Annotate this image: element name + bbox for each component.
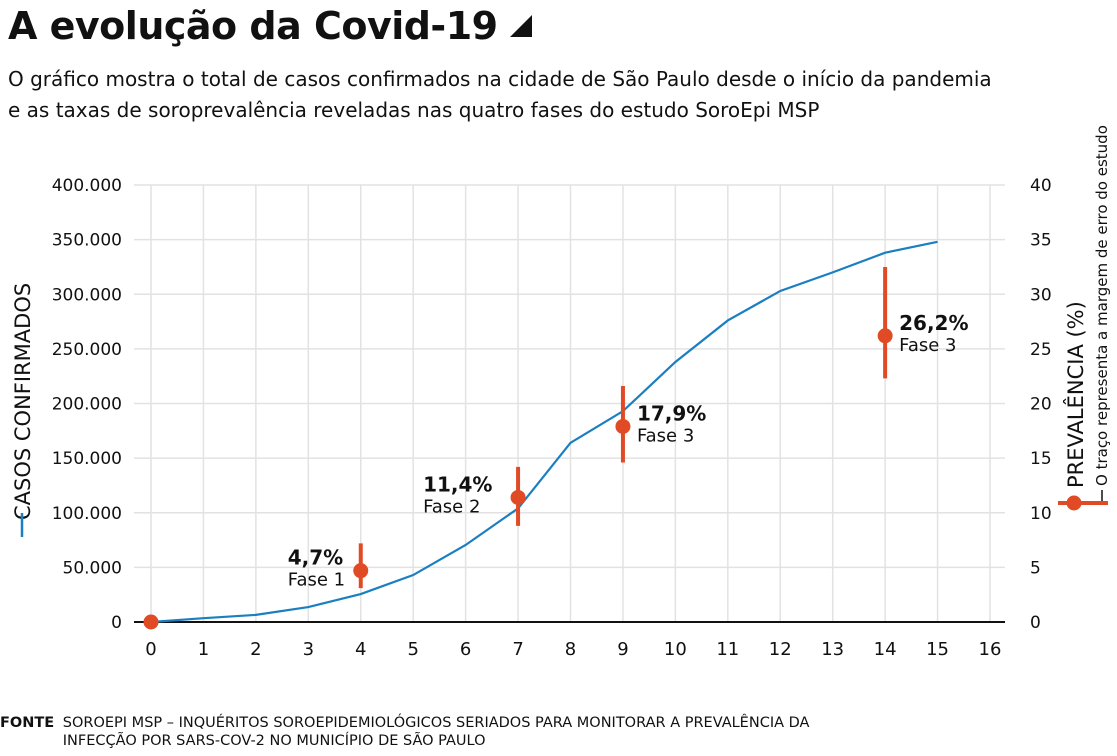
y2-tick-label: 25 bbox=[1030, 340, 1052, 360]
y-tick-label: 50.000 bbox=[63, 558, 122, 578]
x-tick-label: 0 bbox=[145, 639, 156, 660]
x-tick-label: 10 bbox=[664, 639, 687, 660]
y-tick-label: 150.000 bbox=[52, 449, 122, 469]
y2-tick-label: 0 bbox=[1030, 613, 1041, 633]
data-label: 26,2% bbox=[899, 311, 968, 335]
y-tick-label: 100.000 bbox=[52, 504, 122, 524]
phase-label: Fase 3 bbox=[637, 425, 694, 446]
y2-tick-label: 40 bbox=[1030, 176, 1052, 196]
x-tick-label: 12 bbox=[769, 639, 792, 660]
y2-tick-label: 5 bbox=[1030, 558, 1041, 578]
prevalence-point bbox=[353, 563, 369, 579]
x-tick-label: 2 bbox=[250, 639, 261, 660]
x-tick-label: 15 bbox=[926, 639, 949, 660]
prevalence-point bbox=[615, 418, 631, 434]
chart-subtitle: O gráfico mostra o total de casos confir… bbox=[8, 67, 992, 122]
y-tick-label: 300.000 bbox=[52, 285, 122, 305]
data-label: 4,7% bbox=[288, 546, 343, 570]
x-tick-label: 8 bbox=[565, 639, 576, 660]
y-tick-label: 250.000 bbox=[52, 340, 122, 360]
x-tick-label: 4 bbox=[355, 639, 366, 660]
prevalence-point bbox=[877, 328, 893, 344]
y-tick-label: 200.000 bbox=[52, 395, 122, 415]
data-label: 17,9% bbox=[637, 401, 706, 425]
x-tick-label: 14 bbox=[874, 639, 897, 660]
source-label: FONTE bbox=[0, 715, 55, 731]
phase-label: Fase 3 bbox=[899, 335, 956, 356]
y2-tick-label: 20 bbox=[1030, 395, 1052, 415]
x-tick-label: 6 bbox=[460, 639, 471, 660]
source-text: SOROEPI MSP – INQUÉRITOS SOROEPIDEMIOLÓG… bbox=[62, 715, 810, 749]
x-tick-label: 13 bbox=[821, 639, 844, 660]
y-tick-label: 350.000 bbox=[52, 231, 122, 251]
y-axis-label: CASOS CONFIRMADOS bbox=[11, 283, 35, 520]
y-tick-label: 400.000 bbox=[52, 176, 122, 196]
x-tick-label: 16 bbox=[979, 639, 1002, 660]
triangle-icon bbox=[509, 15, 532, 37]
y2-tick-label: 35 bbox=[1030, 231, 1052, 251]
source-footer: FONTE SOROEPI MSP – INQUÉRITOS SOROEPIDE… bbox=[0, 714, 823, 750]
x-tick-label: 1 bbox=[198, 639, 209, 660]
prevalence-point bbox=[510, 489, 526, 505]
x-tick-label: 11 bbox=[716, 639, 739, 660]
data-label: 11,4% bbox=[423, 472, 492, 496]
chart-title: A evolução da Covid-19 bbox=[8, 4, 532, 48]
y2-tick-label: 30 bbox=[1030, 285, 1052, 305]
title-text: A evolução da Covid-19 bbox=[8, 4, 498, 48]
y2-tick-label: 15 bbox=[1030, 449, 1052, 469]
y2-note: O traço representa a margem de erro do e… bbox=[1093, 125, 1111, 486]
x-tick-label: 3 bbox=[303, 639, 314, 660]
prevalence-point bbox=[143, 614, 159, 630]
phase-label: Fase 1 bbox=[288, 570, 345, 591]
y2-axis-label: PREVALÊNCIA (%) bbox=[1063, 301, 1088, 488]
phase-label: Fase 2 bbox=[423, 496, 480, 517]
y2-tick-label: 10 bbox=[1030, 504, 1052, 524]
x-tick-label: 7 bbox=[512, 639, 523, 660]
legend-prevalence-dot bbox=[1066, 495, 1082, 511]
cases-line bbox=[150, 240, 938, 624]
y-tick-label: 0 bbox=[111, 613, 122, 633]
x-tick-label: 5 bbox=[407, 639, 418, 660]
x-tick-label: 9 bbox=[617, 639, 628, 660]
